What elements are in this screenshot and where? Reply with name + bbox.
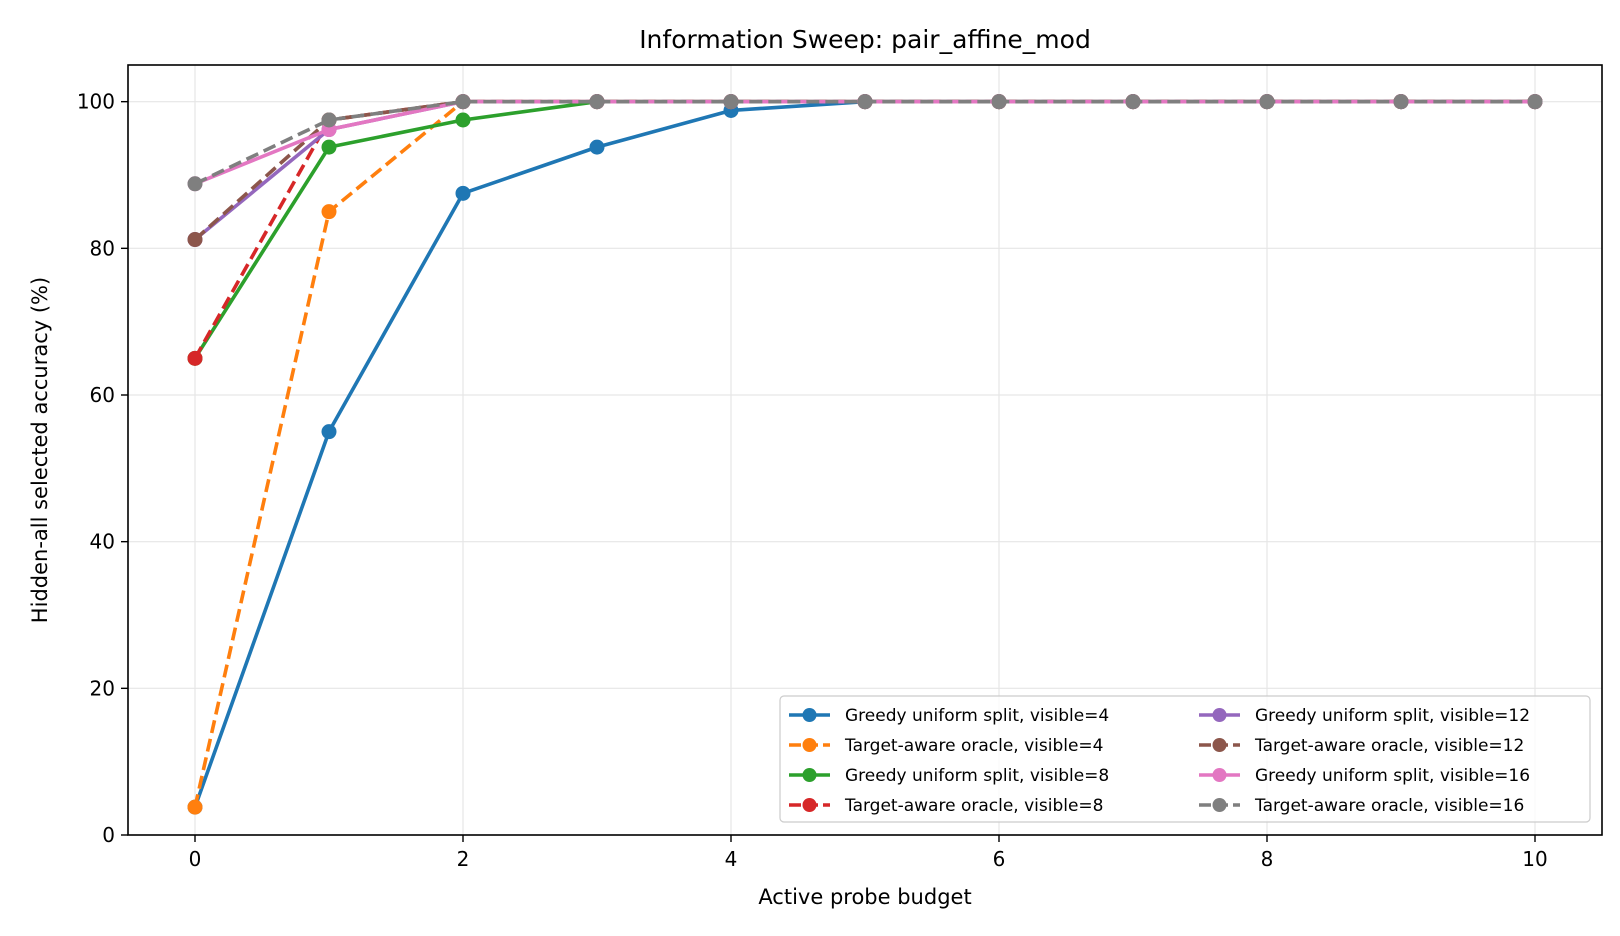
data-point-s8-x4 bbox=[723, 94, 739, 110]
legend-marker-5 bbox=[1212, 708, 1227, 722]
x-axis: 0 2 4 6 8 10 bbox=[189, 835, 1548, 871]
data-point-s8-x3 bbox=[589, 94, 605, 110]
legend-label-4: Target-aware oracle, visible=8 bbox=[844, 796, 1104, 816]
x-tick-label-6: 6 bbox=[993, 847, 1006, 871]
series-8 bbox=[187, 94, 1543, 192]
x-tick-label-0: 0 bbox=[189, 847, 202, 871]
data-point-s8-x5 bbox=[857, 94, 873, 110]
data-point-s3-x1 bbox=[321, 139, 337, 155]
legend-label-3: Greedy uniform split, visible=8 bbox=[845, 766, 1109, 786]
y-tick-label-40: 40 bbox=[90, 530, 115, 554]
data-point-s1-x2 bbox=[455, 185, 471, 201]
data-point-s2-x0 bbox=[187, 799, 203, 815]
x-tick-label-8: 8 bbox=[1261, 847, 1274, 871]
data-point-s8-x10 bbox=[1527, 94, 1543, 110]
data-point-s8-x9 bbox=[1393, 94, 1409, 110]
x-tick-label-2: 2 bbox=[457, 847, 470, 871]
data-point-s6-x0 bbox=[187, 232, 203, 248]
legend-label-7: Greedy uniform split, visible=16 bbox=[1255, 766, 1530, 786]
series-line-4 bbox=[193, 99, 1535, 360]
legend: Greedy uniform split, visible=4 Target-aw… bbox=[779, 695, 1591, 823]
data-point-s8-x1 bbox=[321, 112, 337, 128]
legend-marker-4 bbox=[802, 798, 817, 812]
data-point-s1-x3 bbox=[589, 139, 605, 155]
y-axis-label: Hidden-all selected accuracy (%) bbox=[28, 277, 52, 623]
data-point-s8-x2 bbox=[455, 94, 471, 110]
legend-label-6: Target-aware oracle, visible=12 bbox=[1254, 736, 1524, 756]
x-tick-label-10: 10 bbox=[1522, 847, 1547, 871]
series-layer bbox=[187, 94, 1543, 815]
legend-label-5: Greedy uniform split, visible=12 bbox=[1255, 706, 1530, 726]
data-point-s1-x1 bbox=[321, 424, 337, 440]
data-point-s3-x2 bbox=[455, 112, 471, 128]
data-point-s8-x7 bbox=[1125, 94, 1141, 110]
y-tick-label-0: 0 bbox=[102, 823, 115, 847]
series-line-7 bbox=[194, 99, 1535, 186]
data-point-s8-x8 bbox=[1259, 94, 1275, 110]
series-line-3 bbox=[193, 99, 1535, 360]
series-line-5 bbox=[193, 99, 1535, 241]
legend-marker-3 bbox=[802, 768, 817, 782]
legend-label-1: Greedy uniform split, visible=4 bbox=[845, 706, 1109, 726]
y-tick-label-60: 60 bbox=[90, 383, 115, 407]
y-tick-label-100: 100 bbox=[77, 90, 115, 114]
y-tick-label-80: 80 bbox=[90, 236, 115, 260]
chart-title: Information Sweep: pair_affine_mod bbox=[639, 25, 1091, 54]
legend-marker-7 bbox=[1212, 768, 1227, 782]
plot-frame bbox=[127, 64, 1603, 836]
x-tick-label-4: 4 bbox=[725, 847, 738, 871]
legend-box bbox=[779, 695, 1591, 823]
y-tick-label-20: 20 bbox=[90, 676, 115, 700]
series-line-6 bbox=[193, 99, 1535, 241]
y-axis: 0 20 40 60 80 100 bbox=[77, 90, 128, 847]
legend-marker-6 bbox=[1212, 738, 1227, 752]
legend-marker-1 bbox=[802, 708, 817, 722]
data-point-s4-x0 bbox=[187, 350, 203, 366]
legend-marker-8 bbox=[1212, 798, 1227, 812]
x-axis-label: Active probe budget bbox=[758, 885, 971, 909]
legend-label-2: Target-aware oracle, visible=4 bbox=[844, 736, 1104, 756]
data-point-s2-x1 bbox=[321, 204, 337, 220]
legend-marker-2 bbox=[802, 738, 817, 752]
data-point-s8-x6 bbox=[991, 94, 1007, 110]
legend-label-8: Target-aware oracle, visible=16 bbox=[1254, 796, 1524, 816]
data-point-s8-x0 bbox=[187, 176, 203, 192]
